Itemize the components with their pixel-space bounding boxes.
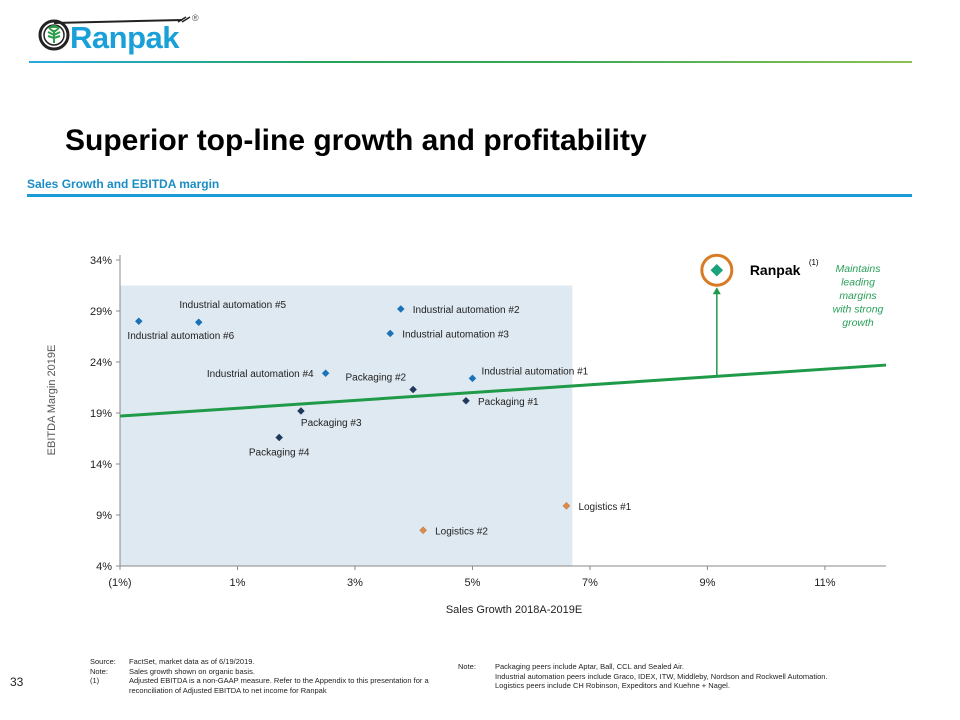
x-tick-label: 1% [230,577,246,589]
data-point-marker [297,407,305,415]
annotation-line: with strong [833,304,884,316]
axes: 4% 9% 14% 19% 24% 29% 34% (1%) 1% 3% 5% 7% 9% 11% [90,255,886,589]
footnote-key: Note: [90,666,108,676]
registered-mark: ® [192,13,199,23]
chart-subtitle: Sales Growth and EBITDA margin [27,177,220,191]
page-title: Superior top-line growth and profitabili… [65,124,647,157]
x-tick-label: 3% [347,577,363,589]
data-point-marker [462,396,470,405]
data-point-label: Industrial automation #6 [127,331,234,342]
annotation-line: Maintains [836,263,882,275]
page-number: 33 [10,675,24,689]
data-point-label: Logistics #1 [578,502,631,513]
data-point-label: Packaging #1 [478,397,539,408]
y-tick-label: 34% [90,255,112,267]
x-tick-label: 7% [582,577,598,589]
x-tick-label: 5% [465,577,481,589]
data-points: Industrial automation #1 Industrial autom… [127,253,819,537]
data-point-label: Packaging #2 [346,373,407,384]
data-point-marker [409,385,417,394]
data-point-marker [710,263,724,277]
shaded-peer-region [120,285,573,566]
peer-notes: Note: Packaging peers include Aptar, Bal… [458,662,828,691]
data-point-marker [134,317,143,326]
x-tick-label: 9% [699,577,715,589]
ranpak-label: Ranpak [750,262,801,278]
arrow-head-icon [712,287,721,295]
data-point-marker [562,501,571,510]
annotation-line: margins [839,290,877,302]
x-tick-label: (1%) [108,577,131,589]
footnote-key: Source: [90,657,116,666]
y-tick-label: 4% [96,561,112,573]
data-point-label: Packaging #3 [301,418,362,429]
data-point-marker [419,526,427,535]
note-key: Note: [458,662,476,671]
footnote-1: (1) Adjusted EBITDA is a non-GAAP measur… [90,676,429,695]
x-axis-label: Sales Growth 2018A-2019E [446,604,582,616]
ranpak-arrow [712,287,721,377]
annotation-line: growth [842,317,874,329]
logo-swoosh-icon [54,16,191,24]
data-point-label: Industrial automation #3 [402,329,509,340]
data-point-marker [275,433,284,442]
trend-line [119,363,887,418]
footnote-text: Sales growth shown on organic basis. [129,666,255,676]
logo-text: Ranpak [70,20,179,55]
data-point-label: Logistics #2 [435,526,488,537]
y-tick-label: 19% [90,408,112,420]
data-point-marker [321,369,330,378]
y-tick-label: 9% [96,510,112,522]
ranpak-footnote-ref: (1) [809,258,819,267]
data-point-marker [194,318,203,327]
note-industrial: Industrial automation peers include Grac… [495,671,828,681]
note-logistics: Logistics peers include CH Robinson, Exp… [495,681,730,690]
note-packaging: Packaging peers include Aptar, Ball, CCL… [495,662,685,671]
data-point-marker [396,305,405,313]
footnote-text: FactSet, market data as of 6/19/2019. [129,657,255,666]
data-point-label: Industrial automation #5 [179,300,286,311]
footnote-text: Adjusted EBITDA is a non-GAAP measure. R… [129,676,429,695]
data-point-marker [386,329,395,338]
x-tick-label: 11% [814,577,835,589]
y-tick-label: 29% [90,306,112,318]
subtitle-divider [27,194,912,197]
y-tick-label: 14% [90,459,112,471]
ranpak-highlight-circle [700,253,734,287]
tree-logo-icon [38,19,70,51]
y-tick-label: 24% [90,357,112,369]
annotation-line: leading [841,277,875,289]
footnote-note: Note: Sales growth shown on organic basi… [90,667,429,677]
header-divider [29,61,912,63]
data-point-label: Industrial automation #1 [481,366,588,377]
footnote-source: Source: FactSet, market data as of 6/19/… [90,657,429,667]
data-point-marker [468,374,477,383]
footnotes: Source: FactSet, market data as of 6/19/… [90,657,429,695]
data-point-label: Industrial automation #4 [207,369,314,380]
data-point-label: Packaging #4 [249,447,310,458]
y-axis-label: EBITDA Margin 2019E [46,345,58,456]
footnote-key: (1) [90,676,100,685]
data-point-label: Industrial automation #2 [413,305,520,316]
ranpak-logo: Ranpak ® [38,13,208,55]
